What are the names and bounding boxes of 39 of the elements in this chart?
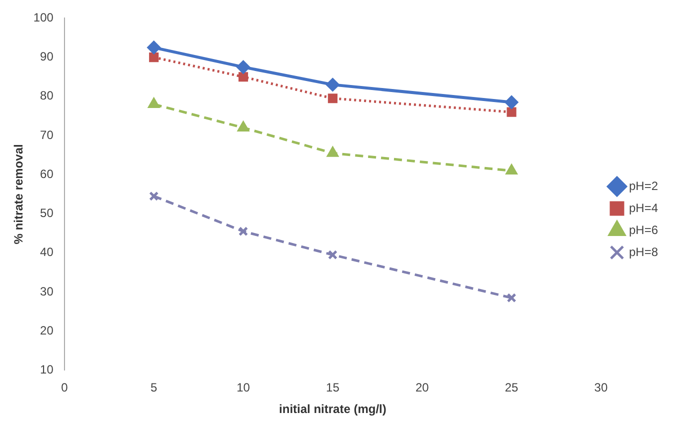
legend-label: pH=8	[628, 244, 658, 259]
point	[149, 52, 159, 62]
point	[506, 293, 516, 303]
x-tick-label: 10	[236, 380, 250, 395]
y-tick-label: 30	[40, 284, 54, 298]
point	[327, 146, 338, 157]
point	[326, 78, 340, 92]
point	[236, 60, 250, 74]
y-tick-label: 70	[40, 128, 54, 142]
y-tick-label: 90	[40, 50, 54, 64]
y-tick-label: 80	[40, 88, 54, 103]
point	[506, 164, 518, 174]
point	[147, 41, 160, 54]
y-tick-label: 60	[40, 166, 54, 181]
point	[505, 96, 518, 109]
x-axis-title: initial nitrate (mg/l)	[279, 402, 386, 416]
x-tick-label: 15	[326, 380, 340, 395]
point	[238, 226, 248, 236]
x-tick-label: 30	[594, 380, 608, 395]
legend-label: pH=2	[628, 178, 658, 193]
x-tick-label: 20	[415, 380, 430, 395]
y-tick-label: 40	[40, 245, 54, 260]
legend-label: pH=4	[628, 200, 658, 215]
point	[238, 72, 248, 82]
point	[238, 121, 249, 132]
x-tick-label: 0	[61, 380, 68, 395]
y-tick-label: 50	[40, 206, 54, 220]
point	[328, 250, 338, 260]
y-tick-label: 10	[40, 362, 54, 377]
legend-label: pH=6	[628, 222, 658, 237]
y-tick-label: 20	[40, 323, 54, 338]
point	[328, 94, 338, 104]
x-tick-label: 5	[150, 380, 158, 395]
y-axis-title: % nitrate removal	[12, 144, 26, 244]
point	[148, 98, 160, 108]
y-tick-label: 100	[33, 10, 54, 25]
point	[506, 107, 516, 117]
point	[149, 191, 159, 201]
x-tick-label: 25	[504, 380, 519, 395]
